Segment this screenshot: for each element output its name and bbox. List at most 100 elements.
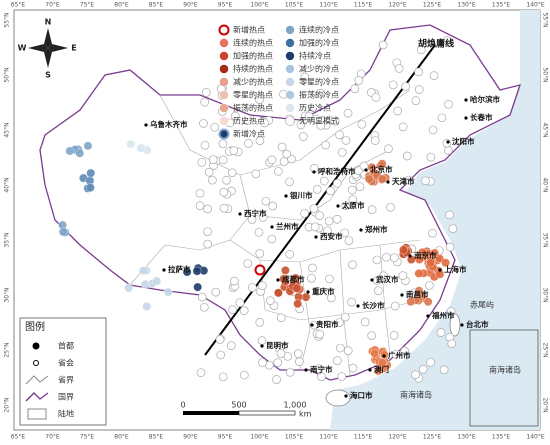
no-pattern-spot bbox=[255, 136, 265, 146]
legend-symbol bbox=[218, 128, 230, 140]
city-label: 武汉市 bbox=[376, 274, 399, 284]
legend-symbol bbox=[219, 116, 229, 126]
no-pattern-spot bbox=[343, 346, 353, 355]
legend-symbol bbox=[285, 38, 295, 48]
legend-symbol bbox=[285, 25, 295, 35]
no-pattern-spot bbox=[330, 116, 340, 126]
no-pattern-spot bbox=[199, 119, 208, 128]
no-pattern-spot bbox=[312, 185, 322, 194]
city-marker bbox=[284, 194, 288, 198]
no-pattern-spot bbox=[229, 146, 239, 155]
no-pattern-spot bbox=[285, 250, 295, 259]
city-label: 太原市 bbox=[342, 200, 365, 210]
no-pattern-spot bbox=[222, 175, 231, 185]
city-marker bbox=[426, 314, 430, 318]
border-line-symbol bbox=[25, 392, 49, 402]
no-pattern-spot bbox=[274, 166, 283, 176]
no-pattern-spot bbox=[332, 178, 342, 188]
spot bbox=[279, 274, 289, 284]
spot bbox=[293, 299, 303, 309]
no-pattern-spot bbox=[282, 149, 292, 159]
no-pattern-spot bbox=[388, 80, 398, 90]
compass-letter: N bbox=[45, 18, 52, 27]
spot bbox=[414, 286, 424, 296]
no-pattern-spot bbox=[315, 329, 325, 339]
spot bbox=[193, 282, 203, 292]
spots bbox=[58, 36, 458, 384]
longitude-label: 125°E bbox=[423, 2, 441, 9]
latitude-label: 30°N bbox=[542, 287, 549, 302]
legend-symbol bbox=[285, 103, 295, 113]
no-pattern-spot bbox=[203, 227, 212, 237]
no-pattern-spot bbox=[195, 188, 205, 198]
latitude-label: 45°N bbox=[542, 122, 549, 137]
no-pattern-spot bbox=[425, 281, 434, 290]
longitude-label: 140°E bbox=[526, 2, 544, 9]
city-label: 成都市 bbox=[282, 274, 305, 284]
sea bbox=[330, 10, 540, 430]
no-pattern-spot bbox=[211, 287, 221, 297]
longitude-label: 135°E bbox=[492, 434, 510, 441]
spot bbox=[430, 248, 439, 258]
city-label: 银川市 bbox=[290, 190, 313, 200]
legend-symbol bbox=[285, 51, 295, 61]
legend-symbol bbox=[219, 64, 229, 74]
no-pattern-spot bbox=[277, 142, 287, 152]
no-pattern-spot bbox=[384, 144, 393, 154]
no-pattern-spot bbox=[341, 136, 351, 145]
no-pattern-spot bbox=[261, 196, 271, 206]
no-pattern-spot bbox=[255, 318, 265, 327]
latitude-label: 55°N bbox=[4, 12, 11, 27]
no-pattern-spot bbox=[208, 155, 218, 164]
longitude-label: 75°E bbox=[80, 2, 95, 9]
spot bbox=[292, 283, 302, 293]
scale-bar bbox=[183, 410, 296, 416]
city-marker bbox=[446, 140, 450, 144]
no-pattern-spot bbox=[295, 357, 304, 366]
no-pattern-spot bbox=[340, 228, 350, 238]
city-marker bbox=[464, 116, 468, 120]
no-pattern-spot bbox=[300, 209, 309, 218]
no-pattern-spot bbox=[411, 370, 420, 380]
no-pattern-spot bbox=[326, 293, 336, 303]
legend-label: 减少的冷点 bbox=[299, 64, 339, 74]
no-pattern-spot bbox=[350, 84, 360, 94]
spot bbox=[58, 227, 68, 237]
no-pattern-spot bbox=[386, 202, 395, 212]
new-hot-spot bbox=[254, 264, 266, 276]
no-pattern-spot bbox=[231, 111, 240, 121]
no-pattern-spot bbox=[285, 177, 294, 187]
city-marker bbox=[386, 180, 390, 184]
city-label: 南宁市 bbox=[310, 364, 333, 374]
city-marker bbox=[344, 394, 348, 398]
spot bbox=[136, 143, 146, 153]
no-pattern-spot bbox=[203, 239, 213, 249]
no-pattern-spot bbox=[215, 335, 225, 344]
spot bbox=[281, 265, 290, 275]
no-pattern-spot bbox=[389, 253, 399, 263]
city-label: 南昌市 bbox=[406, 289, 429, 299]
spot bbox=[163, 287, 173, 297]
scale-label: 0 bbox=[180, 401, 185, 410]
latitude-label: 50°N bbox=[4, 67, 11, 82]
no-pattern-spot bbox=[416, 45, 426, 55]
no-pattern-spot bbox=[257, 336, 267, 345]
taiwan bbox=[449, 313, 461, 337]
longitude-label: 70°E bbox=[45, 434, 60, 441]
no-pattern-spot bbox=[239, 306, 249, 315]
spot bbox=[414, 269, 424, 278]
no-pattern-spot bbox=[258, 358, 267, 367]
latitude-label: 35°N bbox=[542, 232, 549, 247]
longitude-label: 75°E bbox=[80, 434, 95, 441]
no-pattern-spot bbox=[279, 157, 289, 166]
no-pattern-spot bbox=[446, 307, 456, 316]
no-pattern-spot bbox=[200, 97, 210, 107]
city-label: 贵阳市 bbox=[316, 319, 339, 329]
no-pattern-spot bbox=[444, 99, 453, 109]
compass-letter: S bbox=[45, 71, 51, 80]
spot bbox=[83, 141, 93, 151]
no-pattern-spot bbox=[196, 368, 206, 378]
capital-symbol bbox=[32, 342, 40, 350]
no-pattern-spot bbox=[201, 88, 211, 97]
